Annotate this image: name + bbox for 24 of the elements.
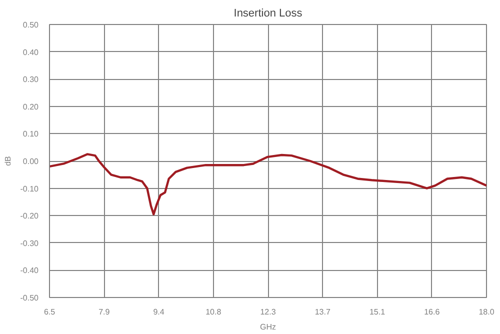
- y-tick-label: 0.40: [22, 48, 40, 57]
- y-tick-label: 0.20: [22, 102, 40, 112]
- x-tick-label: 18.0: [478, 308, 495, 316]
- x-tick-label: 12.3: [260, 308, 276, 316]
- y-tick-label: 0.30: [22, 75, 40, 84]
- x-tick-label: 13.7: [314, 308, 331, 316]
- x-tick-label: 16.6: [424, 308, 440, 316]
- x-tick-label: 7.9: [98, 308, 110, 316]
- y-tick-label: -0.10: [20, 184, 40, 194]
- y-axis-title: dB: [3, 156, 12, 166]
- y-tick-label: 0.10: [22, 130, 40, 139]
- y-tick-label: -0.20: [20, 212, 40, 221]
- x-tick-label: 6.5: [44, 308, 56, 316]
- y-tick-label: 0.00: [22, 157, 40, 166]
- x-axis-title: GHz: [260, 322, 276, 332]
- chart-title: Insertion Loss: [234, 8, 303, 20]
- y-tick-label: -0.50: [20, 294, 40, 302]
- y-tick-label: 0.50: [22, 20, 40, 30]
- x-tick-label: 15.1: [369, 308, 386, 316]
- x-tick-label: 9.4: [153, 308, 165, 316]
- y-tick-label: -0.40: [20, 266, 40, 276]
- x-tick-label: 10.8: [206, 308, 222, 316]
- line-series: [50, 153, 486, 216]
- y-tick-label: -0.30: [20, 238, 40, 248]
